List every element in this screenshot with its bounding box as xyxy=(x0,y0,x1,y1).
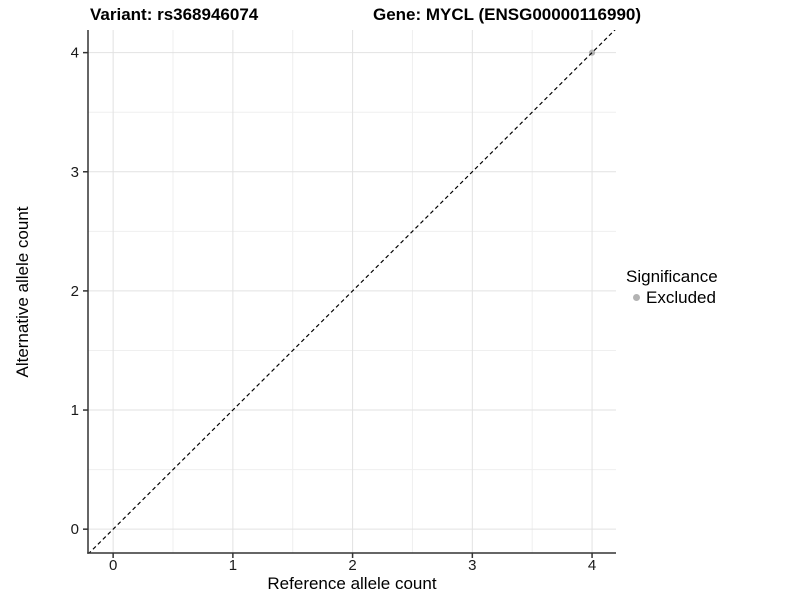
legend-item-excluded: Excluded xyxy=(633,287,718,308)
x-tick-label: 2 xyxy=(348,557,356,574)
excluded-point-icon xyxy=(633,294,640,301)
legend-title: Significance xyxy=(626,267,718,286)
x-tick-label: 4 xyxy=(588,557,596,574)
y-tick-label: 1 xyxy=(71,402,79,419)
legend-item-label: Excluded xyxy=(646,288,716,307)
y-axis-title: Alternative allele count xyxy=(13,206,32,378)
y-tick-label: 3 xyxy=(71,164,79,181)
x-axis-title: Reference allele count xyxy=(267,574,437,593)
x-tick-label: 1 xyxy=(229,557,237,574)
y-tick-label: 2 xyxy=(71,283,79,300)
x-tick-label: 0 xyxy=(109,557,117,574)
y-tick-label: 0 xyxy=(71,521,79,538)
identity-line xyxy=(88,30,616,553)
x-tick-label: 3 xyxy=(468,557,476,574)
gene-title: Gene: MYCL (ENSG00000116990) xyxy=(373,5,642,24)
legend: Significance Excluded xyxy=(626,266,718,308)
variant-title: Variant: rs368946074 xyxy=(90,5,259,24)
y-tick-label: 4 xyxy=(71,45,79,62)
